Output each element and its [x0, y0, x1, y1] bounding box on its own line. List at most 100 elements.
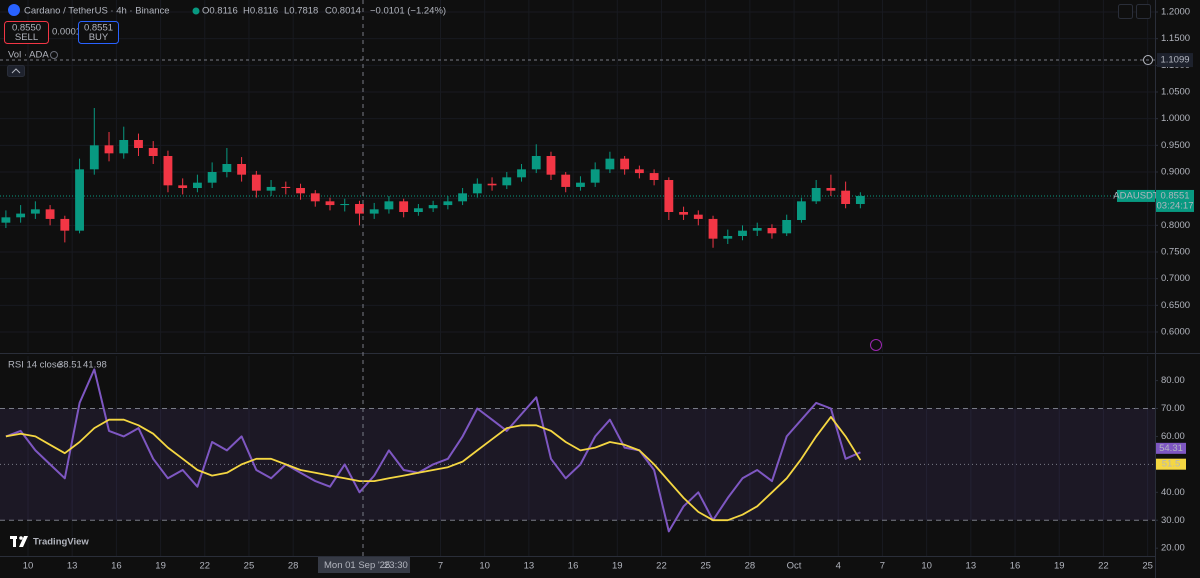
price-line-badge: [1157, 53, 1193, 68]
candle-body: [89, 145, 99, 170]
candle-body: [723, 236, 733, 239]
x-tick-label: 19: [155, 561, 166, 572]
add-alert-icon[interactable]: [1143, 55, 1153, 66]
last-value: 54.31: [1159, 443, 1183, 454]
candle-body: [561, 174, 571, 187]
y-tick-label: 40.00: [1161, 487, 1185, 498]
candle-body: [605, 158, 615, 170]
tv-logo-mark: [19, 536, 28, 547]
visibility-icon[interactable]: [50, 51, 58, 59]
rsi-readout: 38.51: [58, 360, 82, 371]
candle-body: [782, 220, 792, 234]
candle-body: [222, 164, 232, 172]
ohlc-change: −0.0101 (−1.24%): [370, 6, 446, 17]
candle-body: [590, 169, 600, 183]
last-price-badge: [1156, 189, 1194, 212]
candle-body: [355, 204, 364, 214]
symbol-logo: [8, 4, 20, 16]
y-tick-label: 0.9500: [1161, 140, 1190, 151]
y-tick-label: 30.00: [1161, 515, 1185, 526]
candle-body: [841, 190, 851, 204]
x-tick-label: 16: [568, 561, 579, 572]
candle-body: [178, 185, 188, 188]
alert-icon[interactable]: [870, 339, 882, 351]
buy-price: 0.8551: [84, 23, 113, 34]
candle-body: [251, 174, 261, 191]
candle-body: [207, 172, 217, 183]
candle-body: [104, 145, 114, 154]
x-tick-label: 25: [1142, 561, 1153, 572]
candle-body: [487, 183, 497, 186]
symbol[interactable]: Cardano / TetherUS · 4h · Binance: [24, 6, 170, 17]
x-tick-label: 7: [880, 561, 885, 572]
candle-body: [384, 201, 394, 210]
candle-body: [546, 156, 556, 175]
candle-body: [163, 156, 173, 186]
candle-body: [369, 209, 379, 214]
marks: [1, 108, 865, 533]
buy-button[interactable]: [78, 21, 119, 44]
ohlc-open: O0.8116: [202, 6, 238, 17]
x-tick-label: 28: [745, 561, 756, 572]
y-tick-label: 80.00: [1161, 375, 1185, 386]
x-tick-label: 25: [244, 561, 255, 572]
x-tick-label: 19: [1054, 561, 1065, 572]
candle-body: [148, 148, 158, 156]
x-tick-label: 16: [111, 561, 122, 572]
status-dot: [192, 7, 200, 15]
candle-body: [752, 228, 762, 231]
y-tick-label: 20.00: [1161, 543, 1185, 554]
y-tick-label: 1.0000: [1161, 113, 1190, 124]
candle-body: [708, 218, 718, 239]
candle-body: [826, 188, 836, 191]
ohlc-close: C0.8014: [325, 6, 361, 17]
line-series: [5, 368, 861, 533]
y-tick-label: 70.00: [1161, 403, 1185, 414]
volume-label: Vol · ADA: [8, 50, 49, 61]
crosshair-time: 23:30: [384, 560, 408, 571]
more-button[interactable]: [1136, 4, 1151, 19]
symbol-tag-badge: [1117, 189, 1155, 202]
candle-body: [399, 201, 409, 212]
tv-logo-mark: [19, 536, 23, 540]
rsi-ma-readout: 41.98: [83, 360, 107, 371]
candle-body: [237, 164, 247, 175]
crosshair-label: [318, 557, 410, 573]
candle-body: [472, 183, 482, 194]
candle-body: [16, 213, 26, 218]
candle-body: [325, 201, 335, 206]
sell-price: 0.8550: [12, 23, 41, 34]
last-value-badge: [1156, 442, 1186, 454]
candle-body: [45, 209, 55, 219]
candle-body: [413, 208, 423, 212]
x-tick-label: Oct: [787, 561, 802, 572]
candle-body: [30, 209, 40, 214]
y-tick-label: 0.6000: [1161, 327, 1190, 338]
ohlc-high: H0.8116: [243, 6, 278, 17]
countdown: 03:24:17: [1157, 200, 1194, 211]
y-tick-label: 0.7000: [1161, 273, 1190, 284]
price-line-label: 1.1099: [1160, 55, 1189, 66]
x-tick-label: 13: [524, 561, 535, 572]
collapse-button[interactable]: [7, 65, 25, 77]
x-tick-label: 7: [438, 561, 443, 572]
last-value-badge: [1156, 458, 1186, 470]
y-tick-label: 1.1500: [1161, 33, 1190, 44]
candle-body: [192, 182, 202, 188]
x-tick-label: 16: [1010, 561, 1021, 572]
candle-body: [134, 140, 143, 148]
download-button[interactable]: [1118, 4, 1133, 19]
candle-body: [634, 169, 644, 174]
candle-body: [531, 156, 541, 170]
y-tick-label: 1.0500: [1161, 87, 1190, 98]
spread: 0.0001: [52, 27, 81, 38]
ohlc-low: L0.7818: [284, 6, 318, 17]
candle-body: [296, 188, 305, 194]
sell-button[interactable]: [4, 21, 49, 44]
x-tick-label: 10: [921, 561, 932, 572]
y-tick-label: 0.9000: [1161, 167, 1190, 178]
candle-body: [281, 186, 291, 188]
y-tick-label: 0.8000: [1161, 220, 1190, 231]
